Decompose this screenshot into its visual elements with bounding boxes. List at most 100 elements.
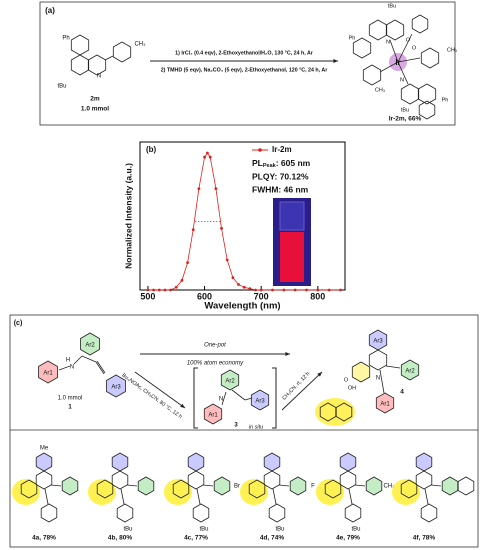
ring [20,479,38,499]
label: N [70,365,74,371]
data-point [282,288,286,292]
annotation-part: PL [252,158,263,168]
bond [278,484,290,487]
label: 1) IrCl₃ (0.4 eqv), 2-Ethoxyethanol/H₂O,… [175,50,313,56]
ring [415,452,433,472]
data-point [220,226,223,230]
label: (a) [45,6,55,15]
ring [368,19,388,41]
ring [289,476,307,496]
label: tBu [401,107,409,113]
label: N [376,376,380,382]
label: CH₃ [447,47,457,53]
data-point [186,261,189,264]
ring [418,100,436,120]
bond [221,391,227,406]
arrow-head [333,59,338,63]
label: 100% atom economy [187,361,244,367]
ring [415,470,433,490]
label: N [386,39,390,45]
ring [111,470,129,490]
inset-vial [280,232,304,282]
ring [203,403,223,425]
label: 4 [400,389,404,396]
label: 2) TMHD (5 eqv), Na₂CO₃ (5 eqv), 2-Ethox… [161,67,328,73]
bond [397,57,421,63]
bond [348,488,353,505]
label: One-pot [204,343,226,349]
x-tick-label: 700 [254,291,269,301]
x-tick-label: 600 [197,291,212,301]
ring [111,452,129,472]
ring [106,374,126,398]
label: 1 [68,405,72,411]
label: Ph [442,97,449,103]
bracket [193,367,277,429]
ring [38,360,58,384]
label: Ar2 [405,369,415,375]
data-point [203,155,206,159]
label: Ar3 [373,339,383,345]
panel-a-frame [39,1,456,126]
label: O [406,37,411,43]
bond [424,488,429,505]
label: CH₃ [383,484,395,490]
legend-marker [258,148,262,152]
bond [231,389,246,401]
annotation: FWHM: 46 nm [252,184,309,194]
ring [400,479,418,499]
annotation: PLPeak: 605 nm [252,158,311,169]
data-point [169,288,172,292]
label: Ir-2m, 66% [389,116,422,123]
y-axis-label: Normalized Intensity (a.u.) [123,163,133,269]
ring [400,83,420,105]
bond [44,488,49,505]
bond [126,484,138,487]
ring [335,402,353,422]
arrow [281,371,323,411]
bond [272,488,277,505]
label: 4e, 79% [336,535,360,542]
data-point [237,283,240,286]
label: Ph [62,36,69,42]
ring [319,402,337,422]
label: Ar2 [225,379,235,385]
label: tBu [57,84,66,90]
label: Me [40,446,49,452]
anhydride-highlight [315,398,355,426]
label: Br [234,484,240,490]
bond [96,360,106,374]
arrow-head [317,372,322,377]
x-tick-label: 500 [140,291,155,301]
label: 3 [234,423,238,429]
label: 4a, 78% [32,535,56,542]
data-point [254,288,257,292]
ring [344,503,362,523]
data-point [180,279,184,282]
label: Ar2 [85,343,95,349]
highlight [240,479,268,505]
annotation-part: Peak [263,163,277,169]
data-point [205,151,209,155]
ring [362,64,382,86]
data-point [231,276,235,280]
label: Ar1 [208,413,218,419]
label: Ar3 [111,385,121,391]
label: Ar3 [255,399,265,405]
label: Ph [349,35,356,41]
bond [354,484,366,487]
label: tBu [123,527,132,533]
ring [365,476,383,496]
label: tBu [275,527,284,533]
ring [385,19,405,41]
ring [400,359,420,381]
label: 2m [90,96,100,103]
label: O [344,377,349,383]
series-line [147,152,341,291]
ring [339,452,357,472]
ring [80,332,100,356]
label: Ar1 [43,371,53,377]
bond [397,33,413,63]
ring [263,470,281,490]
label: tBu [388,3,396,9]
